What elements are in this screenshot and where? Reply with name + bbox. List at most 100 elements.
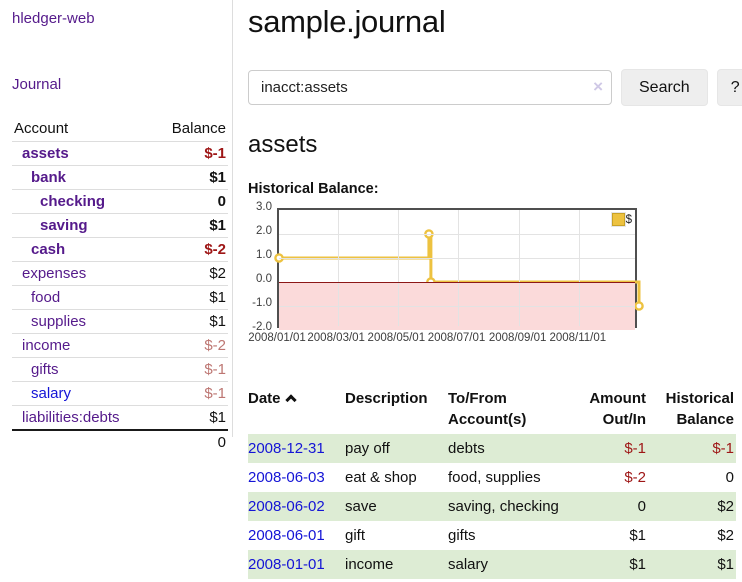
sidebar-account-link-liabilities-debts[interactable]: liabilities:debts: [22, 409, 120, 426]
accounts-total: 0: [153, 429, 228, 454]
register-date-cell: 2008-06-03: [248, 463, 345, 492]
account-balance: $1: [153, 165, 228, 190]
main-content: sample.journal × Search ? assets Histori…: [248, 0, 742, 579]
table-row: 2008-06-02 save saving, checking 0 $2: [248, 492, 736, 521]
account-row: food $1: [12, 285, 228, 310]
gridline: [458, 210, 459, 326]
register-accounts-cell: saving, checking: [448, 492, 576, 521]
account-name-cell: food: [12, 285, 154, 310]
chart-plot-area: $: [274, 208, 644, 330]
brand-link[interactable]: hledger-web: [12, 10, 95, 27]
gridline: [519, 210, 521, 326]
account-balance: $-1: [153, 381, 228, 406]
register-table: Date Description To/From Account(s) Amount …: [248, 384, 736, 579]
transaction-date-link[interactable]: 2008-06-01: [248, 527, 325, 544]
register-description-cell: save: [345, 492, 448, 521]
historical-balance-chart: 3.0 2.0 1.0 0.0 -1.0 -2.0 $ 2008/01/01 2008/03…: [248, 201, 736, 352]
account-balance: $1: [153, 213, 228, 238]
gridline: [279, 257, 635, 259]
account-balance: $-2: [153, 333, 228, 358]
account-balance: 0: [153, 189, 228, 214]
sidebar-item-journal[interactable]: Journal: [12, 76, 62, 93]
sidebar-account-link-salary[interactable]: salary: [31, 385, 72, 402]
register-balance-cell: 0: [725, 469, 734, 486]
sidebar-account-link-gifts[interactable]: gifts: [31, 361, 59, 378]
register-body: 2008-12-31 pay off debts $-1 $-1 2008-06-03 ea…: [248, 434, 736, 579]
register-date-cell: 2008-01-01: [248, 550, 345, 579]
y-tick-label: 1.0: [256, 249, 272, 261]
sidebar-account-link-income[interactable]: income: [22, 337, 71, 354]
accounts-header-balance: Balance: [171, 120, 226, 137]
account-balance: $-2: [153, 237, 228, 262]
search-input[interactable]: [248, 70, 612, 105]
register-balance-cell: $1: [648, 550, 736, 579]
y-tick-label: -1.0: [252, 297, 272, 309]
account-balance: $1: [153, 405, 228, 430]
register-header-date[interactable]: Date: [248, 384, 345, 434]
account-row: income $-2: [12, 333, 228, 358]
register-date-cell: 2008-06-01: [248, 521, 345, 550]
gridline: [279, 305, 635, 307]
sidebar-account-link-supplies[interactable]: supplies: [31, 313, 87, 330]
x-tick-label: 2008/05/01: [367, 332, 426, 344]
account-row: cash $-2: [12, 237, 228, 262]
register-balance-cell: $2: [717, 527, 734, 544]
accounts-header-account: Account: [14, 120, 69, 137]
sidebar-account-link-saving[interactable]: saving: [40, 217, 88, 234]
account-row: supplies $1: [12, 309, 228, 334]
transaction-date-link[interactable]: 2008-01-01: [248, 556, 325, 573]
register-header-to-from-account-s-[interactable]: To/From Account(s): [448, 390, 527, 428]
register-header-description[interactable]: Description: [345, 390, 428, 407]
register-amount-cell: $-2: [624, 469, 646, 486]
legend-swatch-icon: [610, 212, 626, 227]
register-description-cell: income: [345, 550, 448, 579]
account-name-cell: income: [12, 333, 154, 358]
chart-legend: $: [610, 212, 632, 227]
account-name-cell: salary: [12, 381, 154, 406]
register-description-cell: eat & shop: [345, 469, 417, 486]
account-balance: $2: [153, 261, 228, 286]
account-row: bank $1: [12, 165, 228, 190]
register-amount-cell: $-1: [576, 434, 648, 463]
y-tick-label: -2.0: [252, 321, 272, 333]
sidebar-account-link-assets[interactable]: assets: [22, 145, 69, 162]
accounts-body: assets $-1 bank $1 checking 0 saving $1 cash $-2 e…: [12, 141, 228, 430]
table-row: 2008-01-01 income salary $1 $1: [248, 550, 736, 579]
account-name-cell: liabilities:debts: [12, 405, 154, 430]
sidebar: hledger-web Journal Account Balance asse…: [0, 0, 233, 454]
search-button[interactable]: Search: [621, 69, 708, 106]
clear-search-icon[interactable]: ×: [593, 77, 603, 96]
register-amount-cell: 0: [576, 492, 648, 521]
register-description-cell: gift: [345, 527, 366, 544]
table-row: 2008-12-31 pay off debts $-1 $-1: [248, 434, 736, 463]
account-row: liabilities:debts $1: [12, 405, 228, 430]
account-name-cell: cash: [12, 237, 154, 262]
account-row: salary $-1: [12, 381, 228, 406]
register-header-amount-out-in[interactable]: Amount Out/In: [589, 390, 646, 428]
sort-up-icon: [284, 394, 297, 406]
register-date-cell: 2008-06-02: [248, 492, 345, 521]
sidebar-account-link-cash[interactable]: cash: [31, 241, 66, 258]
register-balance-cell: $-1: [648, 434, 736, 463]
sidebar-account-link-checking[interactable]: checking: [40, 193, 106, 210]
page-title: sample.journal: [248, 4, 446, 39]
chart-zero-line: [279, 281, 635, 283]
transaction-date-link[interactable]: 2008-12-31: [248, 440, 325, 457]
account-heading: assets: [248, 131, 318, 158]
table-row: 2008-06-03 eat & shop food, supplies $-2 0: [248, 463, 736, 492]
x-tick-label: 2008/01/01: [248, 332, 306, 344]
sidebar-account-link-food[interactable]: food: [31, 289, 61, 306]
register-header-historical-balance[interactable]: Historical Balance: [665, 390, 734, 428]
transaction-date-link[interactable]: 2008-06-03: [248, 469, 325, 486]
help-button[interactable]: ?: [716, 69, 742, 106]
account-row: assets $-1: [12, 141, 228, 166]
register-amount-cell: $1: [629, 527, 646, 544]
sidebar-account-link-bank[interactable]: bank: [31, 169, 67, 186]
sidebar-account-link-expenses[interactable]: expenses: [22, 265, 87, 282]
account-balance: $-1: [153, 357, 228, 382]
gridline: [279, 233, 635, 235]
account-name-cell: saving: [12, 213, 154, 238]
transaction-date-link[interactable]: 2008-06-02: [248, 498, 325, 515]
x-tick-label: 2008/07/01: [427, 332, 486, 344]
account-balance: $-1: [153, 141, 228, 166]
